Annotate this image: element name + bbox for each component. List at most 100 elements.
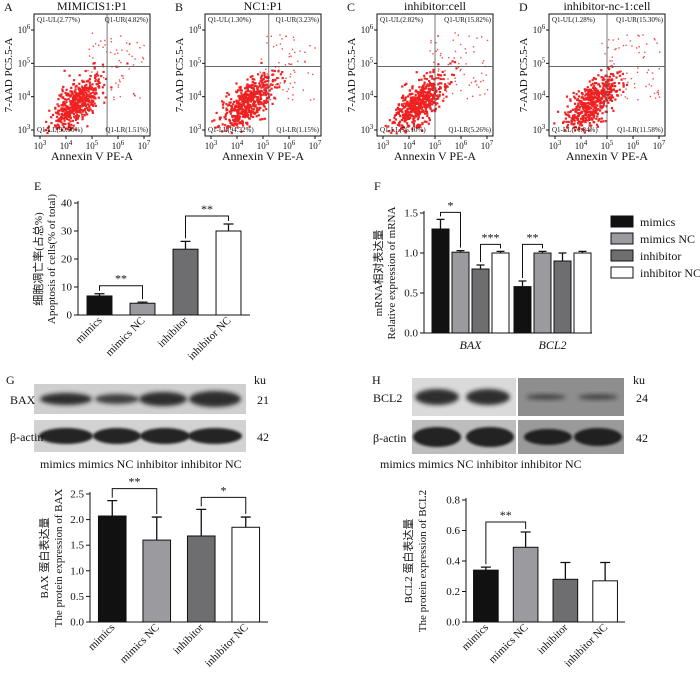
dot	[74, 88, 77, 91]
dot	[593, 110, 596, 113]
dot	[553, 122, 556, 125]
y-axis-label-cn: BCL2 蛋白表达量	[401, 519, 415, 604]
dot	[575, 106, 578, 109]
dot	[68, 128, 72, 131]
dot	[622, 83, 625, 87]
dot	[598, 99, 601, 102]
dot	[259, 93, 262, 96]
dot	[638, 35, 640, 37]
dot	[85, 92, 88, 95]
dot	[92, 96, 96, 99]
dot	[67, 115, 70, 118]
dot	[211, 120, 214, 123]
blot-actin-label: β-actin	[10, 430, 43, 444]
dot	[422, 98, 425, 101]
dot	[459, 43, 462, 46]
dot	[287, 88, 290, 90]
dot	[603, 95, 606, 98]
dot	[653, 92, 656, 95]
dot	[242, 103, 245, 106]
y-tick-label: 40	[61, 198, 73, 210]
dot	[235, 101, 239, 104]
dot	[86, 86, 89, 89]
dot	[86, 94, 90, 97]
dot	[226, 126, 229, 130]
dot	[266, 73, 268, 75]
dot	[425, 95, 428, 99]
dot	[64, 122, 67, 126]
dot	[288, 63, 290, 65]
dot	[615, 90, 618, 93]
y-tick-label: 105	[18, 56, 31, 68]
dot	[419, 107, 423, 110]
dot	[245, 110, 248, 113]
bar-mimics-nc	[512, 546, 539, 623]
dot	[98, 80, 100, 83]
dot	[228, 125, 231, 128]
dot	[610, 94, 613, 97]
dot	[597, 74, 600, 77]
ku-protein: 21	[257, 393, 269, 407]
dot	[453, 57, 455, 59]
dot	[447, 63, 449, 66]
dot	[243, 93, 246, 96]
dot	[439, 54, 442, 57]
dot	[67, 125, 71, 128]
dot	[60, 129, 64, 132]
dot	[406, 116, 409, 119]
panel-letter: B	[175, 0, 183, 14]
dot	[607, 76, 609, 78]
dot	[243, 94, 246, 98]
dot	[428, 97, 431, 100]
dot	[432, 68, 435, 71]
dot	[592, 108, 595, 111]
x-tick-label: 106	[627, 139, 640, 151]
dot	[275, 66, 277, 68]
y-tick-label: 0.8	[446, 495, 460, 507]
dot	[289, 76, 291, 78]
dot	[592, 87, 595, 90]
dot	[291, 48, 294, 51]
dot	[424, 101, 427, 104]
dot	[457, 66, 460, 68]
dot	[229, 112, 232, 115]
dot	[391, 129, 394, 132]
dot	[228, 119, 232, 122]
dot	[614, 98, 617, 101]
dot	[67, 118, 71, 121]
dot	[275, 84, 277, 86]
dot	[242, 93, 245, 97]
dot	[592, 105, 595, 108]
dot	[234, 118, 237, 121]
dot	[292, 36, 295, 38]
dot	[271, 69, 274, 72]
dot	[120, 74, 123, 77]
flow-ylabel: 7-AAD PC5.5-A	[3, 38, 15, 113]
dot	[638, 51, 640, 54]
dot	[423, 112, 426, 115]
dot	[89, 75, 92, 78]
dot	[281, 48, 283, 50]
dot	[401, 111, 404, 114]
dot	[439, 77, 442, 81]
dot	[78, 101, 81, 104]
dot	[56, 103, 59, 106]
dot	[398, 129, 401, 132]
dot	[254, 100, 257, 103]
dot	[588, 96, 591, 99]
dot	[452, 39, 454, 41]
dot	[65, 109, 68, 112]
dot	[594, 95, 597, 98]
dot	[606, 84, 609, 88]
dot	[577, 90, 580, 93]
dot	[304, 51, 306, 53]
dot	[292, 86, 294, 89]
dot	[421, 89, 424, 92]
dot	[458, 62, 460, 65]
dot	[622, 90, 625, 93]
x-tick-label: 103	[205, 139, 218, 151]
dot	[90, 101, 93, 104]
dot	[426, 114, 429, 118]
dot	[72, 112, 75, 116]
